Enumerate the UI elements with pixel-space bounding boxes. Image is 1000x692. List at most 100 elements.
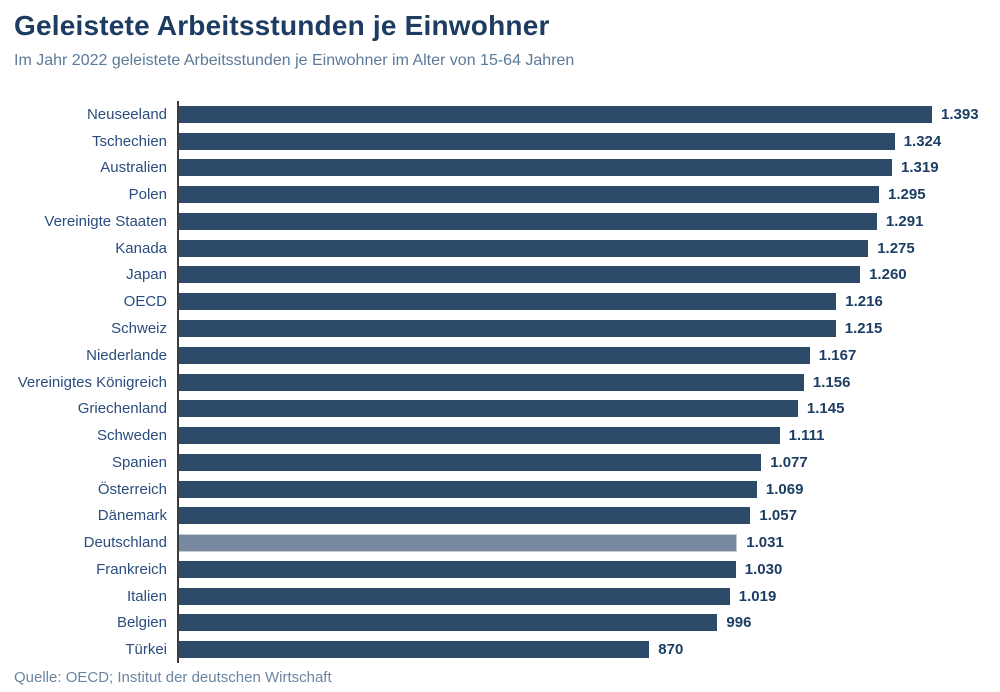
category-label: Vereinigtes Königreich [17,373,167,391]
category-label: Schweiz [111,320,167,337]
value-label: 1.156 [812,373,851,391]
value-label: 1.069 [765,480,804,498]
chart-row: Japan 1.260 [14,261,994,289]
chart-title: Geleistete Arbeitsstunden je Einwohner [14,10,550,41]
source-note: Quelle: OECD; Institut der deutschen Wir… [14,669,332,686]
bar [179,560,736,578]
bar-area: 1.260 [177,261,994,289]
bar-area: 1.167 [177,341,994,369]
value-label: 1.167 [818,346,857,364]
category-label: OECD [123,293,167,311]
value-label: 1.291 [885,212,924,230]
value-label: 1.216 [845,293,883,311]
value-label: 1.393 [941,105,979,123]
bar-area: 870 [177,636,994,664]
chart-row: Vereinigtes Königreich 1.156 [14,368,994,396]
value-label: 1.319 [901,159,939,177]
bar [179,641,650,659]
chart-row: Tschechien 1.324 [14,127,994,155]
chart-row: Italien 1.019 [14,582,994,610]
bar [179,320,836,337]
bar-area: 1.077 [177,448,994,476]
chart-row: Dänemark 1.057 [14,502,994,530]
category-label: Kanada [115,239,167,257]
value-label: 996 [726,614,752,632]
value-label: 1.019 [738,587,777,605]
value-label: 1.031 [746,534,784,552]
bar [179,266,861,284]
category-label: Deutschland [83,534,167,552]
value-label: 870 [658,641,684,659]
chart-row: Vereinigte Staaten 1.291 [14,208,994,235]
bar-area: 1.216 [177,288,994,316]
category-label: Italien [126,587,167,605]
value-label: 1.145 [806,400,845,418]
value-label: 1.030 [744,560,783,578]
category-label: Griechenland [77,400,167,418]
chart-row: Frankreich 1.030 [14,556,994,583]
value-label: 1.275 [877,239,915,257]
bar [179,293,837,311]
value-label: 1.295 [888,186,926,204]
bar-highlighted [179,533,738,552]
category-label: Österreich [97,480,167,498]
bar-area: 1.319 [177,154,994,182]
bar [179,239,869,257]
chart-row: Türkei 870 [14,636,994,664]
chart-row: OECD 1.216 [14,288,994,316]
category-label: Dänemark [97,507,167,525]
category-label: Schweden [96,427,167,445]
bar-area: 1.111 [177,422,994,449]
chart-row: Australien 1.319 [14,154,994,182]
chart-row: Polen 1.295 [14,181,994,209]
bar-area: 1.215 [177,315,994,342]
bar-area: 1.031 [177,529,994,557]
chart-row: Schweden 1.111 [14,422,994,449]
category-label: Tschechien [91,132,167,150]
value-label: 1.057 [759,507,797,525]
bar [179,132,895,150]
category-label: Niederlande [86,346,167,364]
chart-row: Spanien 1.077 [14,448,994,476]
chart-row: Niederlande 1.167 [14,341,994,369]
category-label: Vereinigte Staaten [44,212,167,230]
bar-area: 1.057 [177,502,994,530]
bar [179,507,751,525]
bar-chart: Neuseeland 1.393 Tschechien 1.324 Australien… [14,101,994,664]
bar [179,614,718,632]
bar-area: 1.030 [177,556,994,583]
bar-area: 1.324 [177,127,994,155]
bar [179,400,798,418]
category-label: Neuseeland [86,105,167,123]
bar [179,212,877,230]
chart-subtitle: Im Jahr 2022 geleistete Arbeitsstunden j… [14,52,575,70]
value-label: 1.077 [770,453,808,471]
bar [179,427,780,445]
bar [179,373,804,391]
bar [179,186,879,204]
category-label: Spanien [111,453,167,471]
bar [179,587,730,605]
category-label: Frankreich [96,560,167,578]
category-label: Japan [126,266,167,284]
bar-area: 1.275 [177,234,994,262]
bar [179,453,762,471]
category-label: Australien [100,159,167,177]
category-label: Polen [128,186,167,204]
bar-area: 1.145 [177,395,994,423]
value-label: 1.260 [869,266,907,284]
bar [179,480,757,498]
chart-row: Kanada 1.275 [14,234,994,262]
bar-area: 1.295 [177,181,994,209]
bar-area: 1.291 [177,208,994,235]
chart-row: Schweiz 1.215 [14,315,994,342]
value-label: 1.111 [788,427,825,445]
chart-row: Deutschland 1.031 [14,529,994,557]
bar-area: 1.019 [177,582,994,610]
bar-area: 1.069 [177,475,994,503]
bar-area: 996 [177,609,994,637]
chart-header: Geleistete Arbeitsstunden je Einwohner I… [0,0,1000,70]
chart-row: Belgien 996 [14,609,994,637]
category-label: Türkei [125,641,167,659]
